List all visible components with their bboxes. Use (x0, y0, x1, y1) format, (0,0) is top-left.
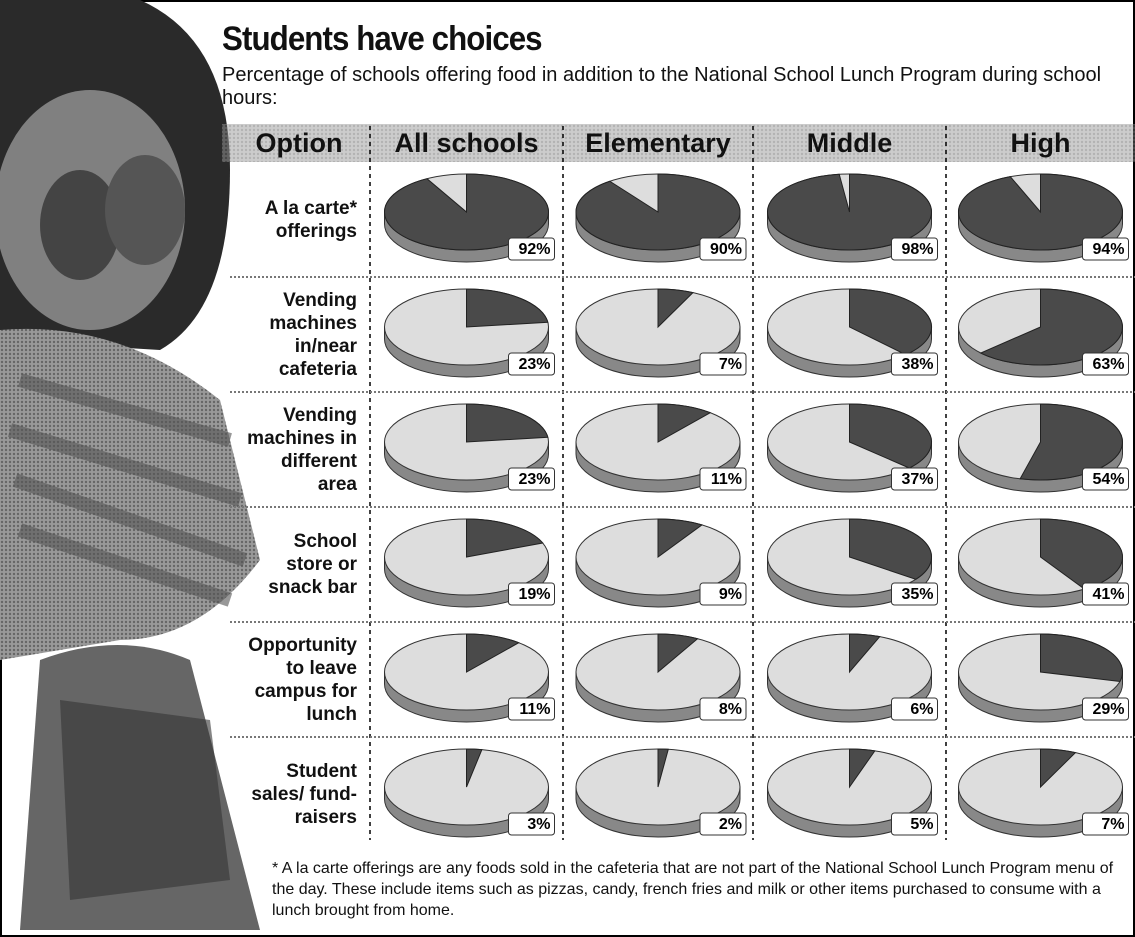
value-label: 23% (518, 356, 550, 373)
value-label: 3% (527, 816, 550, 833)
value-label: 11% (711, 471, 742, 488)
row-label: A la carte* offerings (247, 162, 357, 277)
value-label: 9% (719, 586, 742, 603)
row-label: Vending machines in/near cafeteria (247, 277, 357, 392)
value-label: 94% (1092, 241, 1124, 258)
chart-title: Students have choices (222, 20, 542, 59)
header-option: Option (230, 126, 368, 160)
value-label: 6% (910, 701, 933, 718)
column-header: Elementary (563, 126, 753, 160)
column-header: High (946, 126, 1135, 160)
value-label: 38% (901, 356, 933, 373)
column-header: Middle (753, 126, 946, 160)
subtitle: Percentage of schools offering food in a… (222, 64, 1102, 110)
value-label: 5% (910, 816, 933, 833)
value-label: 41% (1092, 586, 1124, 603)
row-label: Opportunity to leave campus for lunch (247, 622, 357, 737)
infographic: 92% 90% 98% 94% 23% 7% 38% 63% 23% 11% 37% 54% 19% 9%… (0, 0, 1135, 937)
value-label: 19% (518, 586, 550, 603)
value-label: 54% (1092, 471, 1124, 488)
value-label: 23% (518, 471, 550, 488)
row-label: Vending machines in different area (247, 392, 357, 507)
value-label: 29% (1092, 701, 1124, 718)
value-label: 7% (1101, 816, 1124, 833)
value-label: 11% (519, 701, 550, 718)
value-label: 98% (901, 241, 933, 258)
footnote: * A la carte offerings are any foods sol… (272, 858, 1122, 921)
row-label: Student sales/ fund-raisers (247, 737, 357, 852)
value-label: 35% (901, 586, 933, 603)
value-label: 2% (719, 816, 742, 833)
column-header: All schools (370, 126, 563, 160)
value-label: 8% (719, 701, 742, 718)
value-label: 90% (710, 241, 742, 258)
row-label: School store or snack bar (247, 507, 357, 622)
value-label: 63% (1092, 356, 1124, 373)
value-label: 37% (901, 471, 933, 488)
photo-collage (0, 0, 260, 930)
value-label: 7% (719, 356, 742, 373)
value-label: 92% (518, 241, 550, 258)
